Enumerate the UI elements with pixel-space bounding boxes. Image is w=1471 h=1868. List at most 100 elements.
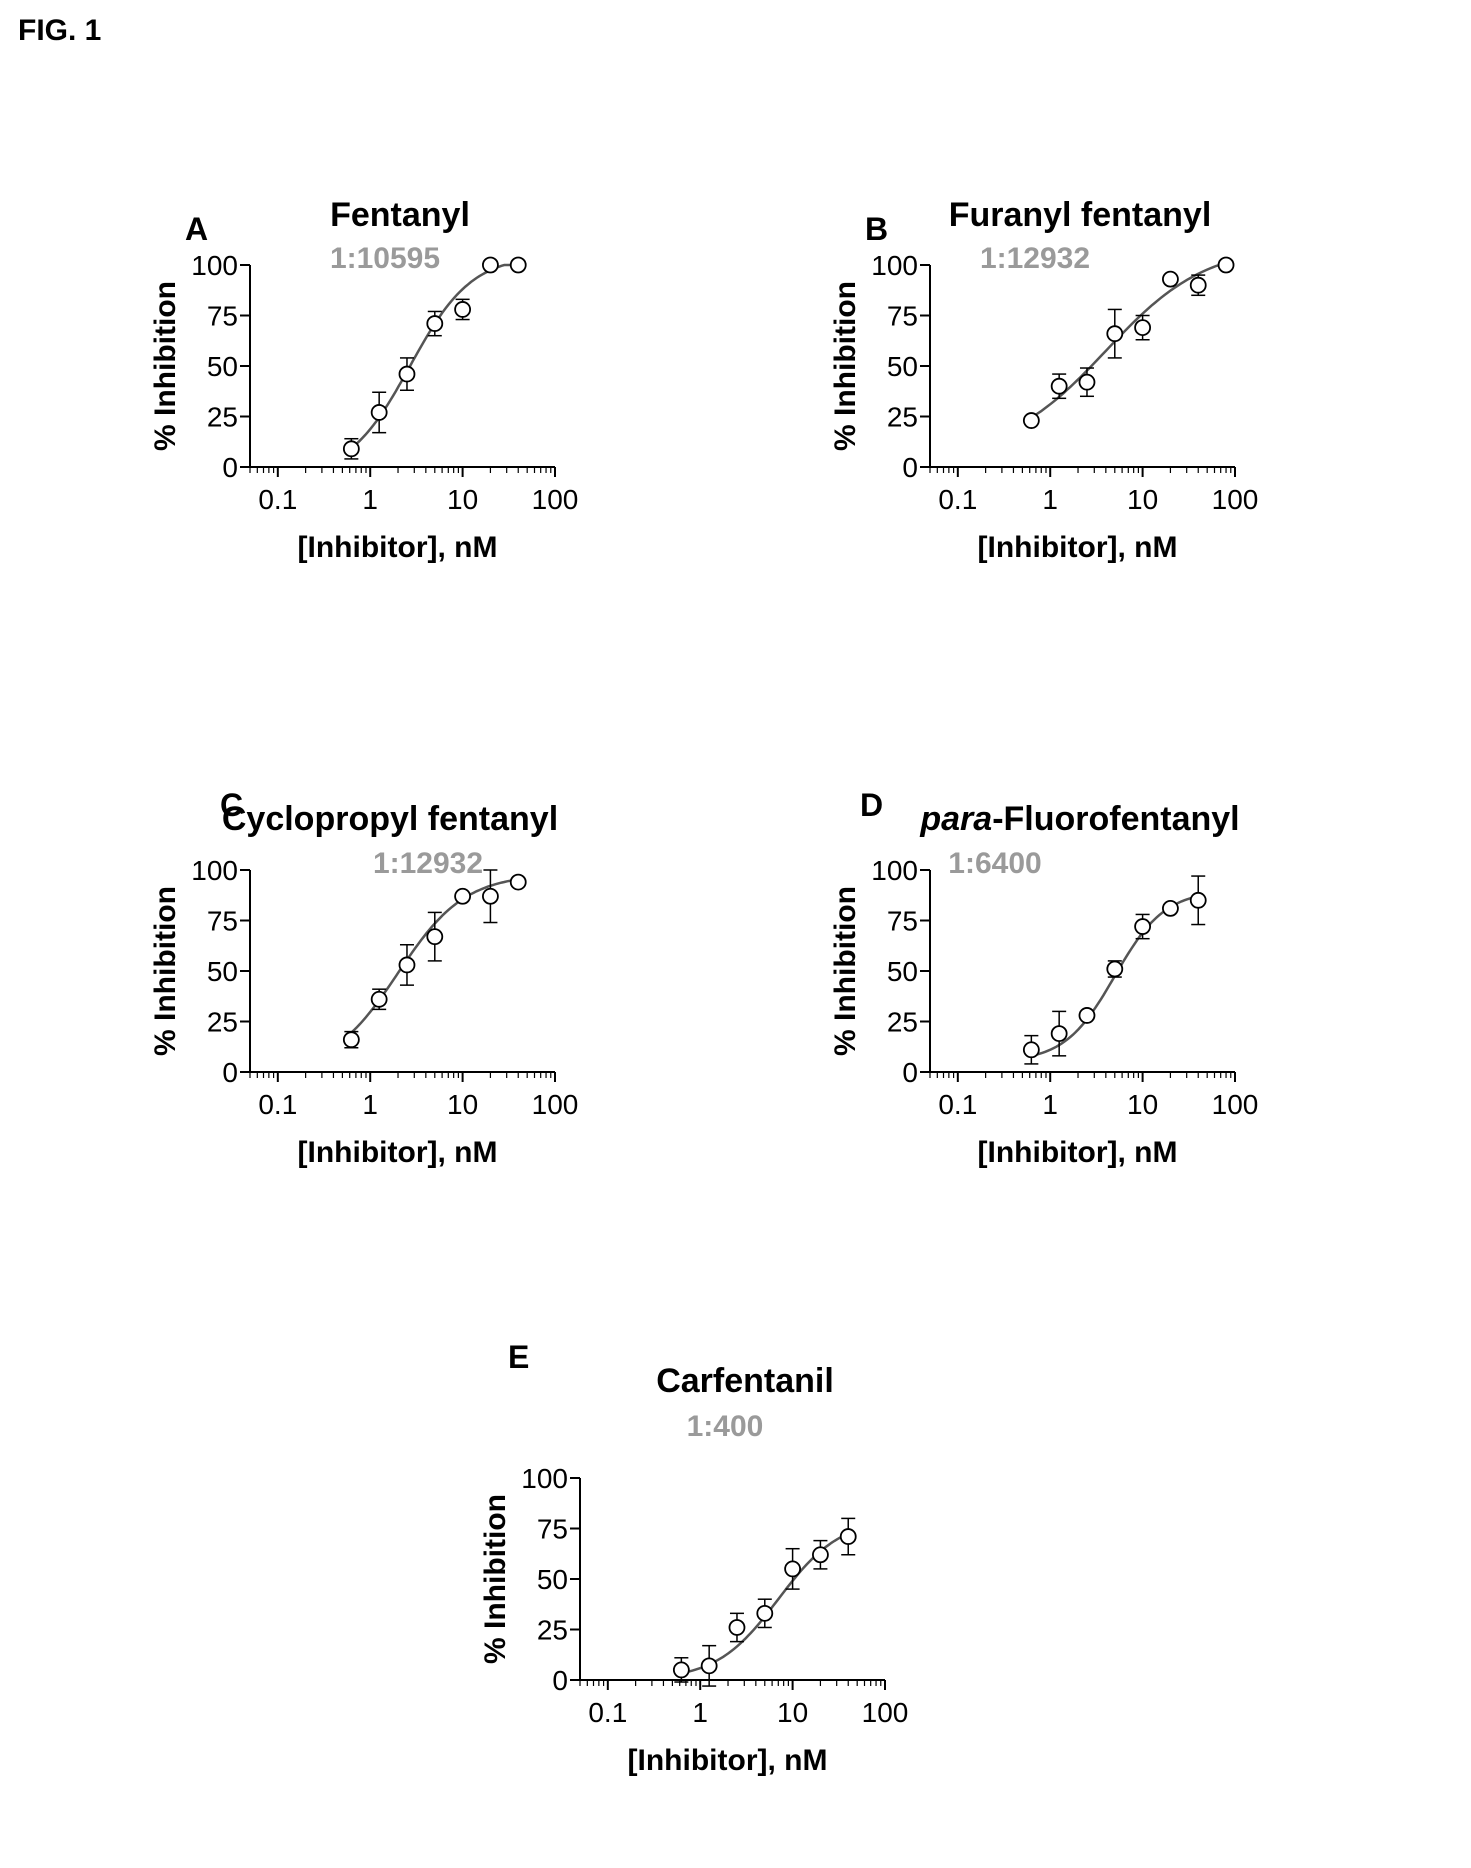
chart-title: Carfentanil [656, 1362, 834, 1400]
chart-panel-e: E Carfentanil 1:400 0 25 50 75 100 % Inhibition 0… [460, 1330, 1060, 1835]
y-tick-label: 0 [552, 1665, 568, 1696]
y-tick-label: 75 [207, 301, 238, 332]
y-tick-label: 75 [887, 906, 918, 937]
data-point [839, 1528, 857, 1545]
data-point [482, 256, 499, 274]
x-tick-label: 0.1 [258, 1089, 297, 1120]
x-tick-label: 1 [692, 1697, 708, 1728]
x-tick-label: 1 [362, 1089, 378, 1120]
y-tick-label: 25 [887, 402, 918, 433]
x-axis-label: [Inhibitor], nM [978, 1136, 1178, 1169]
chart-subtitle: 1:400 [687, 1410, 764, 1443]
y-tick-label: 100 [871, 250, 918, 281]
data-point [1217, 256, 1235, 274]
y-tick-label: 75 [537, 1514, 568, 1545]
x-axis-label: [Inhibitor], nM [628, 1744, 828, 1777]
y-axis-label: % Inhibition [149, 886, 182, 1056]
y-tick-label: 50 [207, 956, 238, 987]
data-point [426, 315, 444, 332]
data-point [1050, 377, 1068, 395]
data-point [812, 1546, 829, 1564]
data-point [756, 1604, 774, 1622]
x-tick-label: 0.1 [938, 484, 977, 515]
y-tick-label: 25 [537, 1615, 568, 1646]
x-tick-label: 10 [447, 484, 478, 515]
data-point [1022, 412, 1040, 429]
data-point [482, 887, 499, 905]
x-tick-label: 10 [447, 1089, 478, 1120]
y-axis-label: % Inhibition [479, 1494, 512, 1664]
chart-title: Cyclopropyl fentanyl [222, 800, 558, 838]
title-rest: -Fluorofentanyl [992, 800, 1239, 838]
data-point [1162, 899, 1179, 917]
y-tick-label: 75 [887, 301, 918, 332]
x-tick-label: 100 [532, 484, 579, 515]
chart-b: B Furanyl fentanyl 1:12932 0 25 50 75 100 % Inhi… [829, 196, 1259, 564]
title-emphasis: para [919, 800, 992, 838]
data-point [672, 1661, 690, 1679]
x-tick-label: 10 [1127, 484, 1158, 515]
data-point [1162, 270, 1179, 288]
figure-label: FIG. 1 [18, 14, 102, 47]
chart-panel-c: C Cyclopropyl fentanyl 1:12932 0 25 50 75 100 % … [130, 770, 730, 1195]
x-tick-label: 1 [1042, 484, 1058, 515]
data-point [1078, 1007, 1096, 1024]
fit-curve [350, 263, 519, 450]
data-point [1134, 319, 1152, 337]
data-point [728, 1619, 746, 1636]
data-point [1189, 891, 1207, 909]
y-tick-label: 100 [521, 1463, 568, 1494]
chart-subtitle: 1:10595 [330, 242, 440, 275]
x-axis-label: [Inhibitor], nM [298, 531, 498, 564]
x-tick-label: 1 [362, 484, 378, 515]
x-axis-label: [Inhibitor], nM [978, 531, 1178, 564]
x-tick-label: 0.1 [588, 1697, 627, 1728]
data-point [454, 887, 472, 905]
panel-letter: C [220, 787, 243, 823]
data-point [1134, 918, 1152, 935]
y-axis-label: % Inhibition [829, 281, 862, 451]
chart-panel-a: A Fentanyl 1:10595 0 25 50 75 100 % Inhibition 0.… [130, 170, 730, 595]
y-tick-label: 0 [222, 452, 238, 483]
y-tick-label: 0 [902, 452, 918, 483]
chart-title: Fentanyl [330, 196, 470, 234]
x-tick-label: 0.1 [938, 1089, 977, 1120]
y-tick-label: 100 [191, 250, 238, 281]
y-tick-label: 25 [207, 402, 238, 433]
chart-panel-b: B Furanyl fentanyl 1:12932 0 25 50 75 100 % Inhi… [810, 170, 1410, 595]
data-point [370, 990, 388, 1008]
data-point [342, 440, 360, 458]
data-point [426, 928, 444, 946]
data-point [398, 365, 416, 383]
y-tick-label: 75 [207, 906, 238, 937]
y-tick-label: 25 [887, 1007, 918, 1038]
data-point [509, 256, 527, 274]
y-tick-label: 50 [537, 1564, 568, 1595]
x-tick-label: 10 [1127, 1089, 1158, 1120]
data-point [1050, 1025, 1068, 1043]
panel-letter: E [508, 1339, 529, 1375]
data-point [784, 1560, 802, 1578]
chart-title: Furanyl fentanyl [949, 196, 1212, 234]
y-axis-label: % Inhibition [829, 886, 862, 1056]
panel-letter: A [185, 211, 208, 247]
x-tick-label: 100 [1212, 484, 1259, 515]
data-point [509, 873, 527, 891]
data-point [398, 956, 416, 974]
x-tick-label: 100 [532, 1089, 579, 1120]
data-point [1189, 276, 1207, 294]
y-tick-label: 100 [191, 855, 238, 886]
data-point [1022, 1041, 1040, 1059]
y-tick-label: 50 [887, 956, 918, 987]
y-tick-label: 25 [207, 1007, 238, 1038]
data-point [700, 1657, 718, 1675]
panel-letter: D [860, 787, 883, 823]
chart-subtitle: 1:12932 [373, 847, 483, 880]
chart-subtitle: 1:12932 [980, 242, 1090, 275]
y-tick-label: 0 [902, 1057, 918, 1088]
x-tick-label: 1 [1042, 1089, 1058, 1120]
y-tick-label: 100 [871, 855, 918, 886]
chart-title: para-Fluorofentanyl [919, 800, 1239, 838]
